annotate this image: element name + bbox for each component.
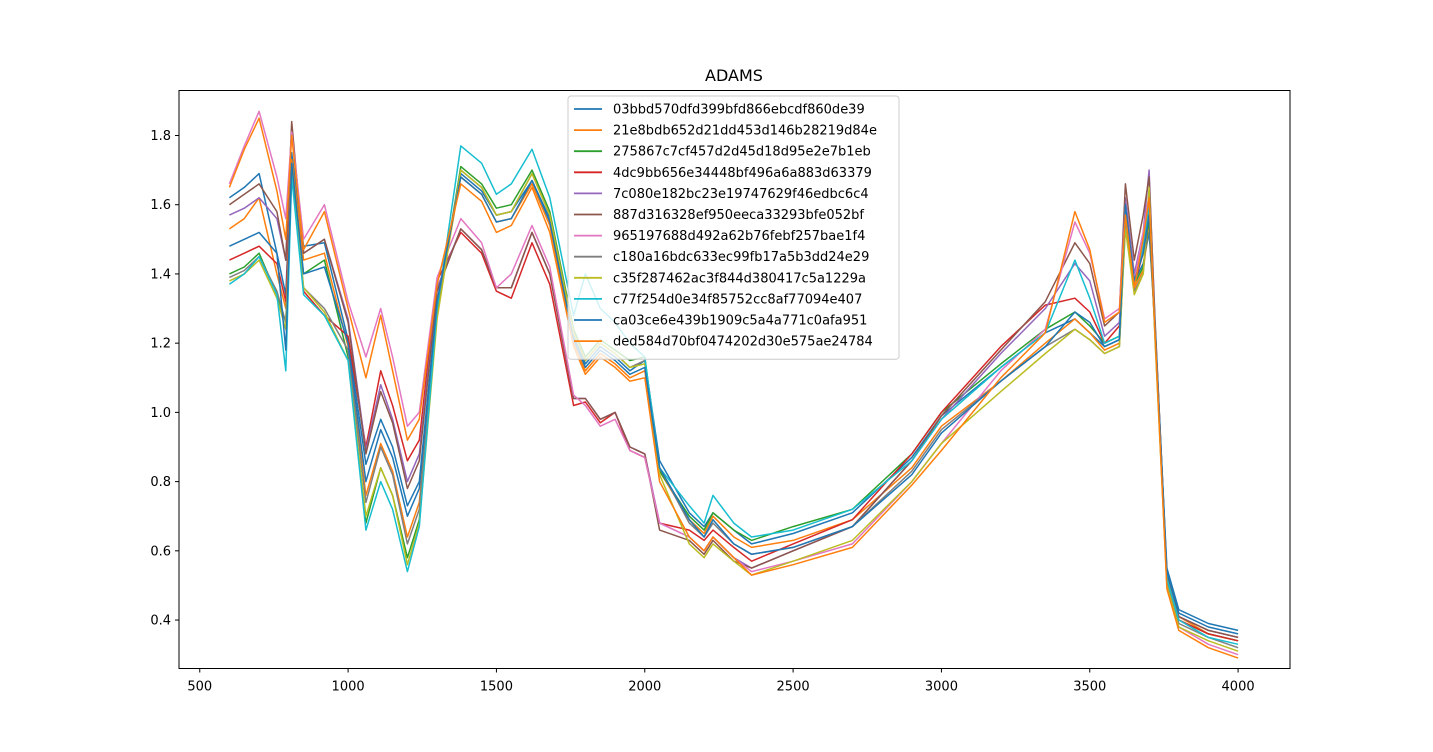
chart-title: ADAMS [705, 66, 763, 85]
x-tick-label: 4000 [1222, 680, 1255, 695]
x-tick-label: 500 [187, 680, 212, 695]
legend-label: c77f254d0e34f85752cc8af77094e407 [613, 292, 862, 307]
legend-label: 965197688d492a62b76febf257bae1f4 [613, 229, 865, 244]
x-tick-label: 3000 [925, 680, 958, 695]
x-tick-label: 1000 [332, 680, 365, 695]
y-tick-label: 1.8 [150, 129, 171, 144]
y-axis: 0.4 0.6 0.8 1.0 1.2 1.4 1.6 1.8 [150, 129, 179, 629]
legend-label: ca03ce6e439b1909c5a4a771c0afa951 [613, 314, 867, 329]
legend-label: 21e8bdb652d21dd453d146b28219d84e [613, 124, 877, 139]
series-line-12 [228, 117, 1239, 659]
legend-box [567, 95, 900, 360]
legend-label: 7c080e182bc23e19747629f46edbc6c4 [613, 187, 869, 202]
x-axis: 500 1000 1500 2000 2500 3000 3500 4000 [187, 668, 1255, 695]
y-tick-label: 1.0 [150, 406, 171, 421]
y-tick-label: 1.6 [150, 198, 171, 213]
y-tick-label: 0.8 [150, 475, 171, 490]
legend: 03bbd570dfd399bfd866ebcdf860de39 21e8bdb6… [567, 95, 900, 360]
plot-frame [178, 90, 1291, 669]
x-tick-label: 2000 [628, 680, 661, 695]
y-tick-label: 1.2 [150, 337, 171, 352]
legend-label: 887d316328ef950eeca33293bfe052bf [613, 208, 864, 223]
legend-label: 03bbd570dfd399bfd866ebcdf860de39 [613, 103, 865, 118]
legend-label: c35f287462ac3f844d380417c5a1229a [613, 271, 866, 286]
legend-label: c180a16bdc633ec99fb17a5b3dd24e29 [613, 250, 869, 265]
x-tick-label: 3500 [1073, 680, 1106, 695]
legend-label: ded584d70bf0474202d30e575ae24784 [613, 335, 873, 350]
legend-label: 275867c7cf457d2d45d18d95e2e7b1eb [613, 145, 871, 160]
x-tick-label: 2500 [777, 680, 810, 695]
legend-label: 4dc9bb656e34448bf496a6a883d63379 [613, 166, 872, 181]
y-tick-label: 0.6 [150, 544, 171, 559]
y-tick-label: 1.4 [150, 267, 171, 282]
x-tick-label: 1500 [480, 680, 513, 695]
y-tick-label: 0.4 [150, 614, 171, 629]
